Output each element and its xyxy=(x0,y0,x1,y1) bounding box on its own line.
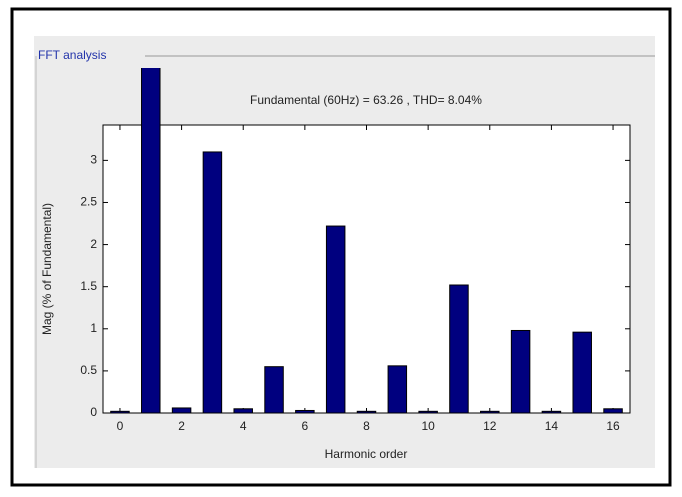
bar xyxy=(541,410,562,414)
x-tick-label: 10 xyxy=(421,419,435,433)
y-tick-label: 2 xyxy=(90,237,97,251)
bar xyxy=(171,407,192,414)
y-tick-label: 2.5 xyxy=(80,195,97,209)
bar xyxy=(418,410,438,414)
bar xyxy=(387,365,408,414)
bar xyxy=(202,151,223,414)
bar xyxy=(603,408,623,414)
bar xyxy=(295,409,315,414)
x-tick-label: 6 xyxy=(302,419,309,433)
plot-area xyxy=(102,124,631,414)
x-tick-label: 0 xyxy=(117,419,124,433)
bar xyxy=(449,284,469,414)
y-tick-label: 3 xyxy=(90,153,97,167)
bar xyxy=(264,366,284,414)
y-tick-label: 0 xyxy=(90,405,97,419)
bar xyxy=(233,408,253,414)
bar xyxy=(356,410,377,414)
chart-title: Fundamental (60Hz) = 63.26 , THD= 8.04% xyxy=(250,93,482,107)
bar xyxy=(510,329,531,414)
y-tick-label: 0.5 xyxy=(80,363,97,377)
x-tick-label: 14 xyxy=(545,419,559,433)
panel-title: FFT analysis xyxy=(38,48,106,62)
bars xyxy=(110,68,623,414)
y-axis-label: Mag (% of Fundamental) xyxy=(40,203,54,335)
x-tick-label: 12 xyxy=(483,419,497,433)
x-tick-label: 8 xyxy=(363,419,370,433)
y-tick-label: 1 xyxy=(90,321,97,335)
bar xyxy=(572,331,592,414)
bar xyxy=(110,410,130,414)
bar xyxy=(325,225,346,414)
bar xyxy=(141,68,161,414)
bar xyxy=(480,410,500,414)
x-tick-label: 16 xyxy=(606,419,620,433)
y-tick-label: 1.5 xyxy=(80,279,97,293)
x-tick-label: 2 xyxy=(178,419,185,433)
x-axis-label: Harmonic order xyxy=(325,447,408,461)
x-tick-label: 4 xyxy=(240,419,247,433)
